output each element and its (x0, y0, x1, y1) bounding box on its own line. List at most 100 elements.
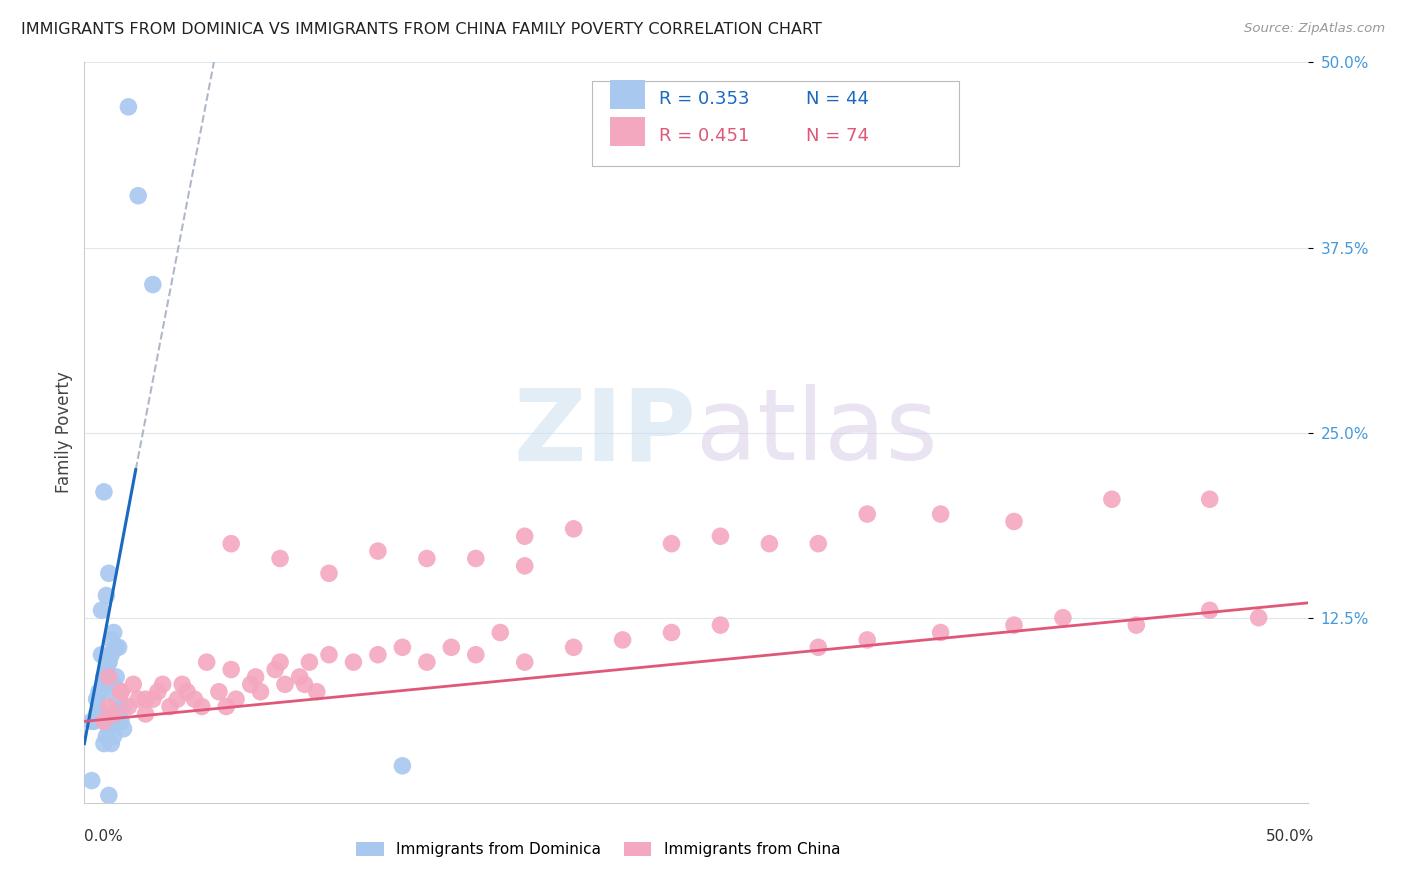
Point (110, 685, 132, 699)
Point (93, 484, 115, 499)
Point (105, 692, 128, 706)
Point (107, 706, 129, 721)
Point (513, 655, 536, 669)
Point (562, 522, 585, 536)
Point (96, 663, 118, 677)
Point (294, 677, 316, 691)
Point (93, 670, 115, 684)
Point (288, 670, 311, 684)
Point (159, 699, 181, 714)
Point (127, 692, 149, 706)
Point (90, 685, 112, 699)
Point (87, 699, 110, 714)
Point (93, 714, 115, 729)
Point (86, 692, 108, 706)
Point (83, 714, 105, 729)
Point (929, 625, 952, 640)
Point (1198, 603, 1220, 617)
Point (269, 551, 291, 566)
Point (440, 640, 463, 655)
Point (489, 625, 512, 640)
Text: R = 0.353: R = 0.353 (659, 90, 749, 109)
Point (86, 706, 108, 721)
Point (97, 722, 120, 736)
Point (90, 648, 112, 662)
Point (97, 789, 120, 803)
Point (110, 685, 132, 699)
Point (856, 632, 879, 647)
Text: atlas: atlas (696, 384, 938, 481)
Point (100, 632, 122, 647)
Point (105, 640, 128, 655)
Point (110, 685, 132, 699)
Point (1125, 618, 1147, 632)
Point (245, 670, 267, 684)
Point (661, 537, 683, 551)
Point (807, 640, 830, 655)
Point (105, 670, 128, 684)
Text: Source: ZipAtlas.com: Source: ZipAtlas.com (1244, 22, 1385, 36)
Point (93, 670, 115, 684)
Point (464, 648, 486, 662)
Point (80, 773, 103, 788)
Text: IMMIGRANTS FROM DOMINICA VS IMMIGRANTS FROM CHINA FAMILY POVERTY CORRELATION CHA: IMMIGRANTS FROM DOMINICA VS IMMIGRANTS F… (21, 22, 823, 37)
Point (305, 685, 328, 699)
Point (513, 529, 536, 543)
Point (1052, 611, 1074, 625)
Point (117, 699, 139, 714)
Point (195, 655, 218, 669)
Point (661, 625, 683, 640)
Point (318, 648, 340, 662)
Point (96, 663, 118, 677)
Point (464, 551, 486, 566)
Point (93, 737, 115, 751)
Point (208, 685, 231, 699)
Point (107, 640, 129, 655)
Point (166, 692, 188, 706)
Point (929, 507, 952, 521)
Point (239, 677, 262, 691)
Point (709, 618, 731, 632)
Point (612, 632, 634, 647)
Legend: Immigrants from Dominica, Immigrants from China: Immigrants from Dominica, Immigrants fro… (350, 836, 846, 863)
Point (112, 722, 135, 736)
Point (1198, 492, 1220, 507)
Point (269, 655, 291, 669)
Point (342, 655, 364, 669)
Y-axis label: Family Poverty: Family Poverty (55, 372, 73, 493)
Point (219, 663, 242, 677)
Point (97, 655, 120, 669)
Point (96, 677, 118, 691)
Point (103, 714, 125, 729)
Point (172, 677, 194, 691)
Point (298, 655, 321, 669)
Point (127, 188, 149, 202)
Point (1002, 515, 1025, 529)
Point (142, 277, 165, 292)
Text: 0.0%: 0.0% (84, 830, 124, 844)
Point (219, 537, 242, 551)
Point (758, 537, 780, 551)
Point (142, 692, 165, 706)
Point (103, 625, 125, 640)
Point (1101, 492, 1123, 507)
Point (249, 685, 271, 699)
Point (103, 706, 125, 721)
Point (97, 699, 120, 714)
Point (513, 558, 536, 573)
Point (80, 714, 103, 729)
Point (274, 677, 297, 691)
Text: 50.0%: 50.0% (1267, 830, 1315, 844)
Point (97, 655, 120, 669)
Point (807, 537, 830, 551)
Point (103, 729, 125, 743)
Point (562, 640, 585, 655)
Point (117, 100, 139, 114)
Point (110, 714, 132, 729)
Point (87, 685, 110, 699)
Point (416, 655, 439, 669)
Point (135, 706, 157, 721)
Point (97, 670, 120, 684)
Point (97, 566, 120, 581)
Point (367, 544, 389, 558)
